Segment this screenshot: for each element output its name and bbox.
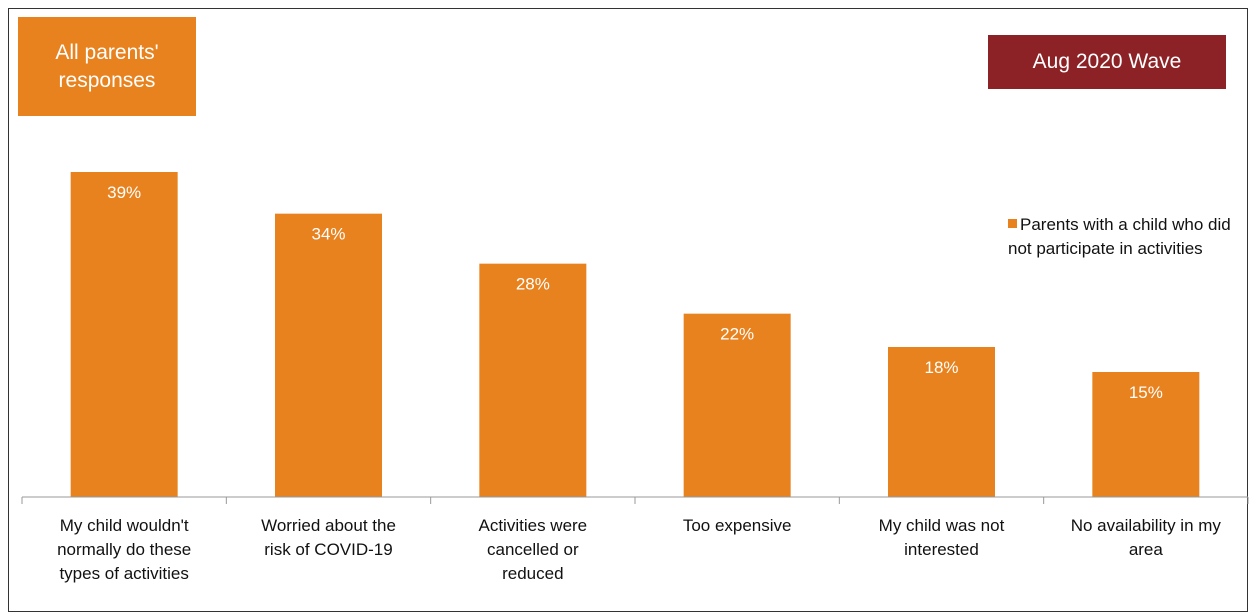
category-label: Too expensive [683, 516, 792, 535]
data-label: 34% [311, 225, 345, 244]
data-label: 28% [516, 275, 550, 294]
category-label: My child was not interested [879, 516, 1005, 559]
data-label: 18% [924, 358, 958, 377]
data-label: 39% [107, 183, 141, 202]
data-label: 15% [1129, 383, 1163, 402]
category-label-line: area [1129, 540, 1164, 559]
legend-label: Parents with a child who did not partici… [1008, 215, 1231, 258]
category-label: Worried about the risk of COVID-19 [261, 516, 396, 559]
category-label-line: Too expensive [683, 516, 792, 535]
bar [683, 313, 791, 497]
category-label-line: types of activities [59, 564, 188, 583]
bar [888, 347, 995, 497]
category-label: No availability in my area [1071, 516, 1222, 559]
wave-badge: Aug 2020 Wave [988, 35, 1226, 89]
data-label: 22% [720, 325, 754, 344]
legend: Parents with a child who did not partici… [1008, 213, 1248, 261]
legend-swatch [1008, 219, 1017, 228]
category-labels: My child wouldn't normally do these types … [57, 516, 1221, 583]
category-label-line: reduced [502, 564, 563, 583]
category-label-line: cancelled or [487, 540, 579, 559]
category-label-line: My child was not [879, 516, 1005, 535]
category-label-line: Activities were [479, 516, 588, 535]
category-label: Activities were cancelled or reduced [479, 516, 588, 583]
all-parents-badge: All parents' responses [18, 17, 196, 116]
category-label-line: interested [904, 540, 979, 559]
category-label-line: Worried about the [261, 516, 396, 535]
bar [479, 263, 587, 497]
x-axis-ticks [21, 497, 1249, 504]
category-label-line: No availability in my [1071, 516, 1222, 535]
category-label-line: normally do these [57, 540, 191, 559]
category-label: My child wouldn't normally do these types … [57, 516, 191, 583]
category-label-line: risk of COVID-19 [264, 540, 392, 559]
bars-layer: 39% 34% 28% 22% 18% 15% [70, 172, 1200, 497]
category-label-line: My child wouldn't [60, 516, 189, 535]
bar [70, 172, 178, 497]
bar [1092, 372, 1200, 497]
chart-frame [8, 8, 1248, 612]
bar [275, 213, 382, 497]
